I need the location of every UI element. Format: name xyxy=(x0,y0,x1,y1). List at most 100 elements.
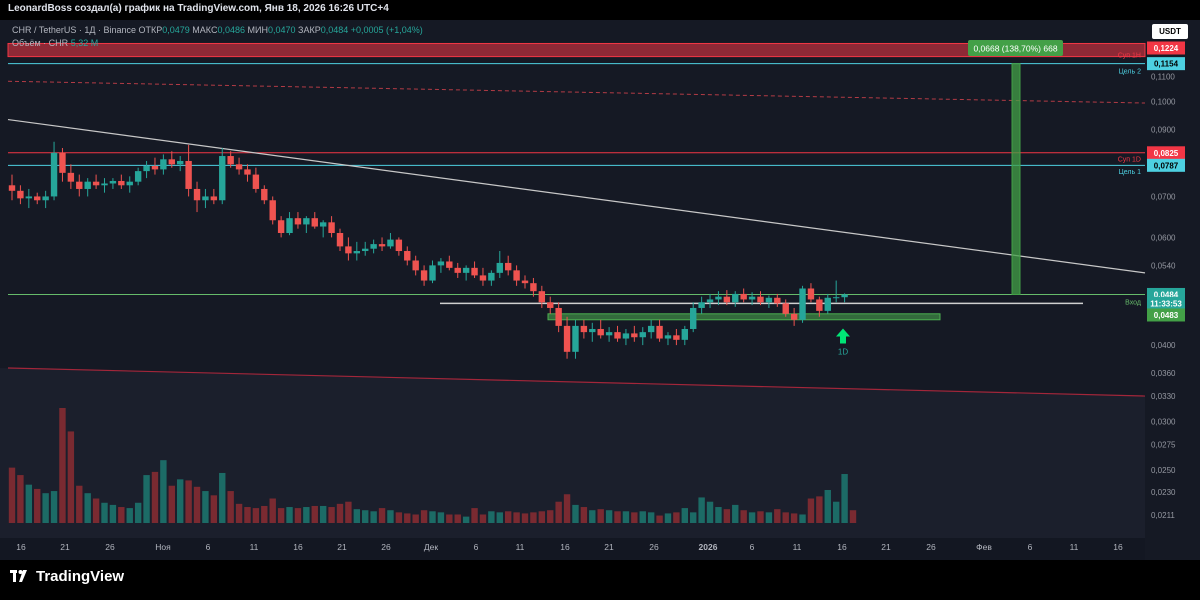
close-label: ЗАКР xyxy=(298,25,321,35)
candle-body xyxy=(311,218,318,227)
candle-body xyxy=(446,261,453,268)
x-tick-label: 21 xyxy=(881,542,891,552)
volume-bar xyxy=(580,507,588,523)
price-label-text: 0,0787 xyxy=(1154,161,1179,170)
volume-bar xyxy=(67,431,75,523)
close-value: 0,0484 xyxy=(320,25,349,35)
volume-bar xyxy=(673,512,680,523)
volume-bar xyxy=(824,489,831,523)
support-box xyxy=(547,313,941,321)
candle-body xyxy=(605,332,613,336)
candle-body xyxy=(790,313,798,320)
candle-body xyxy=(420,270,428,281)
candle-body xyxy=(143,165,150,172)
candle-body xyxy=(807,288,815,300)
candle-body xyxy=(387,239,394,247)
volume-bar xyxy=(277,508,285,523)
volume-bar xyxy=(614,511,621,523)
price-label-box xyxy=(1147,158,1185,172)
y-tick-label: 0,1100 xyxy=(1151,72,1175,81)
volume-bar xyxy=(799,514,806,523)
volume-bar xyxy=(134,502,142,523)
price-label-text: 0,1224 xyxy=(1154,44,1179,53)
volume-bar xyxy=(404,513,411,523)
volume-bar xyxy=(555,501,562,523)
tradingview-logo[interactable]: TradingView xyxy=(10,568,124,585)
candle-body xyxy=(84,181,91,189)
x-tick-label: 11 xyxy=(250,542,259,552)
y-tick-label: 0,0211 xyxy=(1151,511,1175,520)
x-tick-label: 11 xyxy=(793,542,802,552)
y-tick-label: 0,0330 xyxy=(1151,392,1176,401)
volume-bar xyxy=(715,507,722,523)
volume-bar xyxy=(286,507,293,523)
volume-bar xyxy=(462,516,470,523)
candle-body xyxy=(538,291,546,303)
tradingview-logo-icon xyxy=(10,569,30,585)
candle-body xyxy=(488,272,495,281)
volume-bar xyxy=(311,505,318,523)
volume-bar xyxy=(303,507,310,523)
candle-body xyxy=(765,297,773,303)
volume-bar xyxy=(378,508,386,523)
candle-body xyxy=(269,200,276,221)
volume-bar xyxy=(429,511,436,523)
volume-bar xyxy=(597,509,604,523)
line-label: Вход xyxy=(1125,300,1141,307)
price-label-box xyxy=(1147,296,1185,310)
candle-body xyxy=(353,251,361,254)
volume-bar xyxy=(227,491,234,523)
x-tick-label: 11 xyxy=(1070,542,1079,552)
candle-body xyxy=(774,297,781,304)
chart-area[interactable]: 0,0668 (138,70%) 668 1D Суп 1Н Цель 2 Суп 1D… xyxy=(0,20,1200,560)
y-tick-label: 0,0540 xyxy=(1151,261,1176,270)
candle-body xyxy=(723,296,731,303)
volume-bar xyxy=(177,479,184,523)
volume-bar xyxy=(420,510,428,523)
volume-value: 5,32 M xyxy=(70,38,99,48)
y-tick-label: 0,0230 xyxy=(1151,488,1176,497)
symbol-name[interactable]: CHR / TetherUS · 1Д · Binance xyxy=(12,25,136,35)
volume-bar xyxy=(76,485,83,523)
price-label-text: 11:33:53 xyxy=(1150,299,1182,308)
candle-body xyxy=(294,218,302,225)
volume-bar xyxy=(454,514,461,523)
volume-label[interactable]: Объём · CHR xyxy=(12,38,69,48)
volume-bar xyxy=(8,467,16,523)
price-chart[interactable]: 0,0668 (138,70%) 668 1D Суп 1Н Цель 2 Суп 1D… xyxy=(0,20,1200,560)
x-tick-label: 6 xyxy=(474,542,479,552)
y-tick-label: 0,0250 xyxy=(1151,466,1176,475)
lower-trendline xyxy=(7,367,1146,397)
candle-body xyxy=(412,260,419,271)
volume-bar xyxy=(605,510,613,523)
candle-body xyxy=(252,174,260,189)
time-axis-band xyxy=(0,538,1145,560)
volume-bar xyxy=(202,491,209,523)
volume-bar xyxy=(362,510,369,523)
candle-body xyxy=(42,196,49,201)
volume-bar xyxy=(126,508,133,523)
measurement-text: 0,0668 (138,70%) 668 xyxy=(973,44,1057,54)
currency-button[interactable]: USDT xyxy=(1152,24,1188,39)
low-label: МИН xyxy=(247,25,268,35)
volume-bar xyxy=(832,501,840,523)
price-label-text: 0,1154 xyxy=(1154,60,1179,69)
volume-bar xyxy=(530,512,537,523)
volume-bar xyxy=(92,498,100,523)
candle-body xyxy=(824,297,831,311)
candle-body xyxy=(513,270,520,281)
candle-body xyxy=(219,156,226,201)
price-label-box xyxy=(1147,41,1185,55)
volume-bar xyxy=(101,502,108,523)
volume-bar xyxy=(622,511,630,523)
candle-body xyxy=(202,196,209,201)
y-tick-label: 0,0400 xyxy=(1151,341,1176,350)
x-tick-label: 16 xyxy=(293,542,303,552)
volume-bar xyxy=(34,488,41,523)
volume-bar xyxy=(690,512,697,523)
candle-body xyxy=(622,333,630,339)
volume-bar xyxy=(790,513,798,523)
candle-body xyxy=(303,218,310,225)
candle-body xyxy=(235,164,243,170)
measure-bar xyxy=(1011,63,1021,295)
